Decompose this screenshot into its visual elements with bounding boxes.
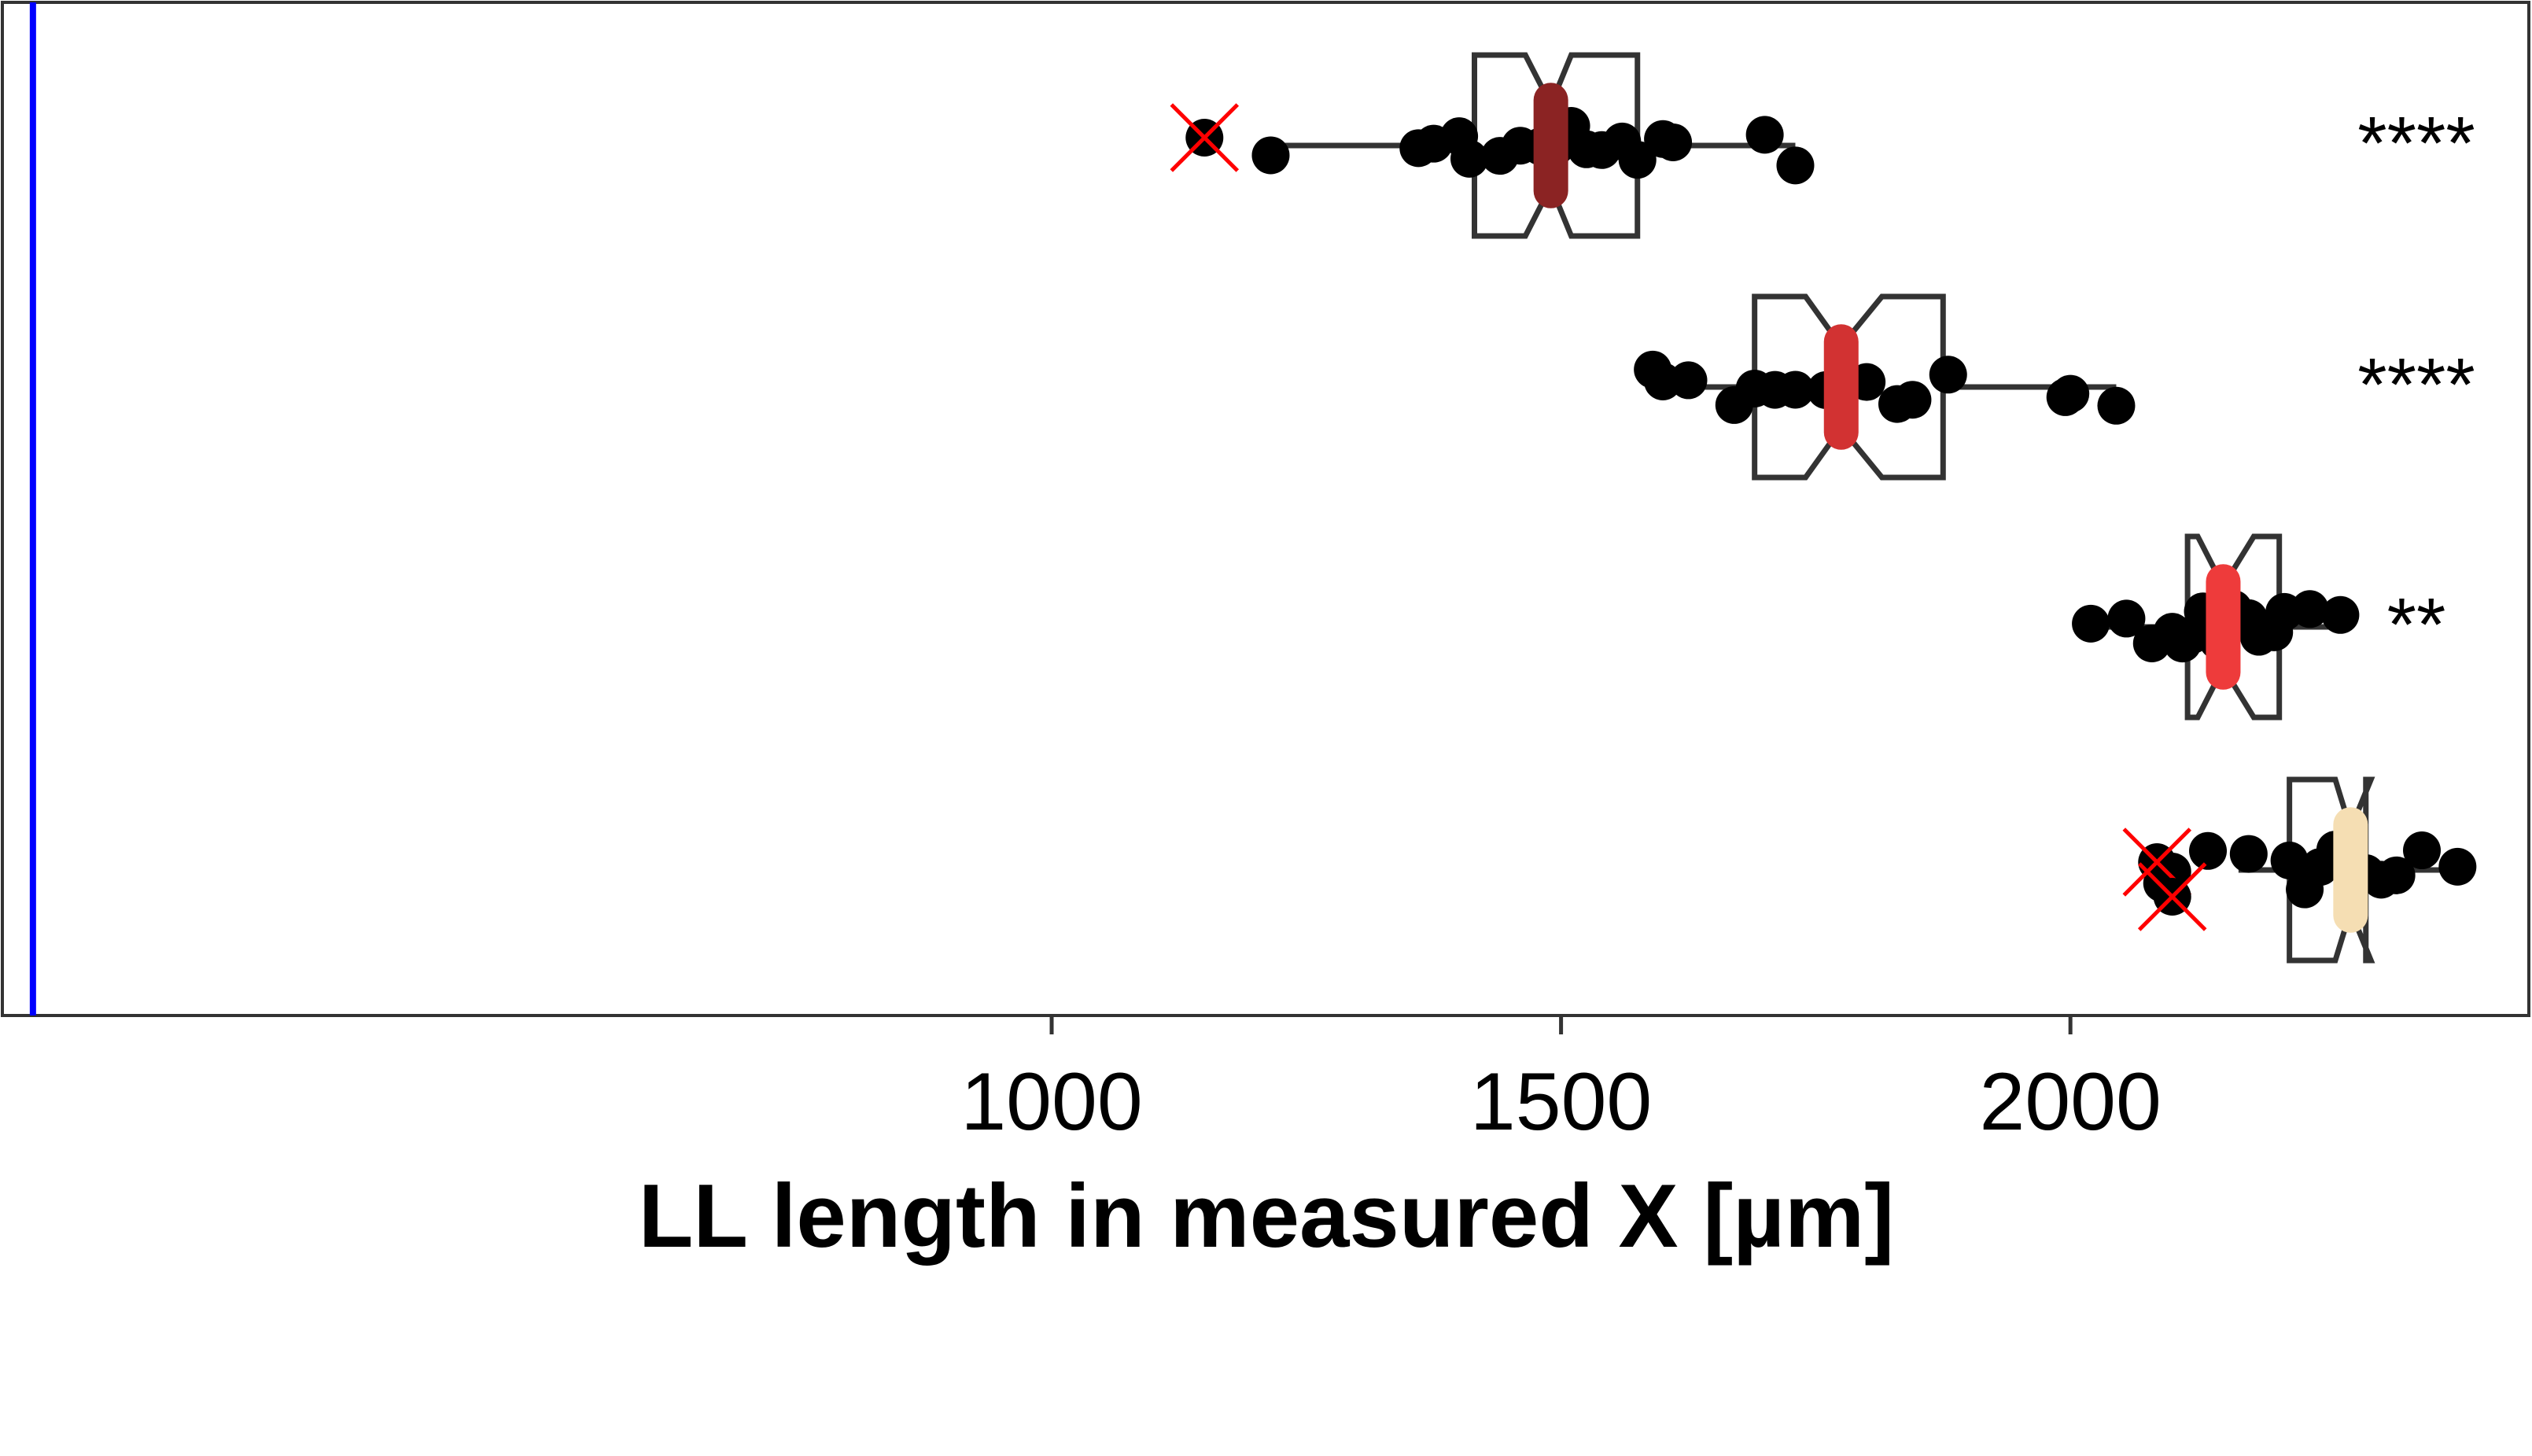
data-point <box>2321 595 2360 634</box>
significance-label: ** <box>2387 583 2446 667</box>
data-point <box>1929 356 1967 394</box>
box-group-2: **** <box>1634 293 2475 481</box>
x-tick-label: 1500 <box>1470 1056 1652 1148</box>
x-tick-label: 1000 <box>960 1056 1142 1148</box>
significance-label: **** <box>2357 101 2475 186</box>
median-bar <box>2206 564 2241 690</box>
data-point <box>2051 374 2090 413</box>
data-point <box>1745 116 1784 154</box>
data-point <box>2291 590 2329 628</box>
x-axis-title: LL length in measured X [µm] <box>639 1167 1894 1266</box>
exclusion-cross <box>1170 103 1240 172</box>
x-tick-label: 2000 <box>1979 1056 2161 1148</box>
exclusion-cross <box>2137 862 2207 931</box>
data-point <box>2403 831 2442 870</box>
data-point <box>1893 381 1932 419</box>
significance-label: **** <box>2357 343 2475 427</box>
data-point <box>2270 841 2309 879</box>
box-group-1: **** <box>1170 52 2475 239</box>
exclusion-cross <box>2122 828 2192 897</box>
median-bar <box>2333 807 2368 933</box>
plot-area: ********** <box>29 2 2477 1016</box>
data-point <box>2438 847 2477 886</box>
data-point <box>1654 123 1693 161</box>
data-point <box>2107 599 2146 638</box>
data-point <box>2377 856 2416 894</box>
data-point <box>1669 361 1708 400</box>
data-point <box>1618 141 1657 179</box>
box-group-3: ** <box>2072 533 2446 721</box>
data-point <box>2072 604 2110 643</box>
median-bar <box>1823 324 1859 450</box>
data-point <box>1776 146 1815 185</box>
median-bar <box>1533 83 1568 208</box>
data-point <box>2229 835 2268 873</box>
data-point <box>1251 136 1290 175</box>
data-point <box>1776 370 1815 409</box>
data-point <box>1450 139 1489 178</box>
data-point <box>2189 831 2228 870</box>
x-axis: 1000 1500 2000 <box>960 1016 2162 1148</box>
box-group-4 <box>2122 776 2477 964</box>
data-point <box>2097 386 2136 425</box>
